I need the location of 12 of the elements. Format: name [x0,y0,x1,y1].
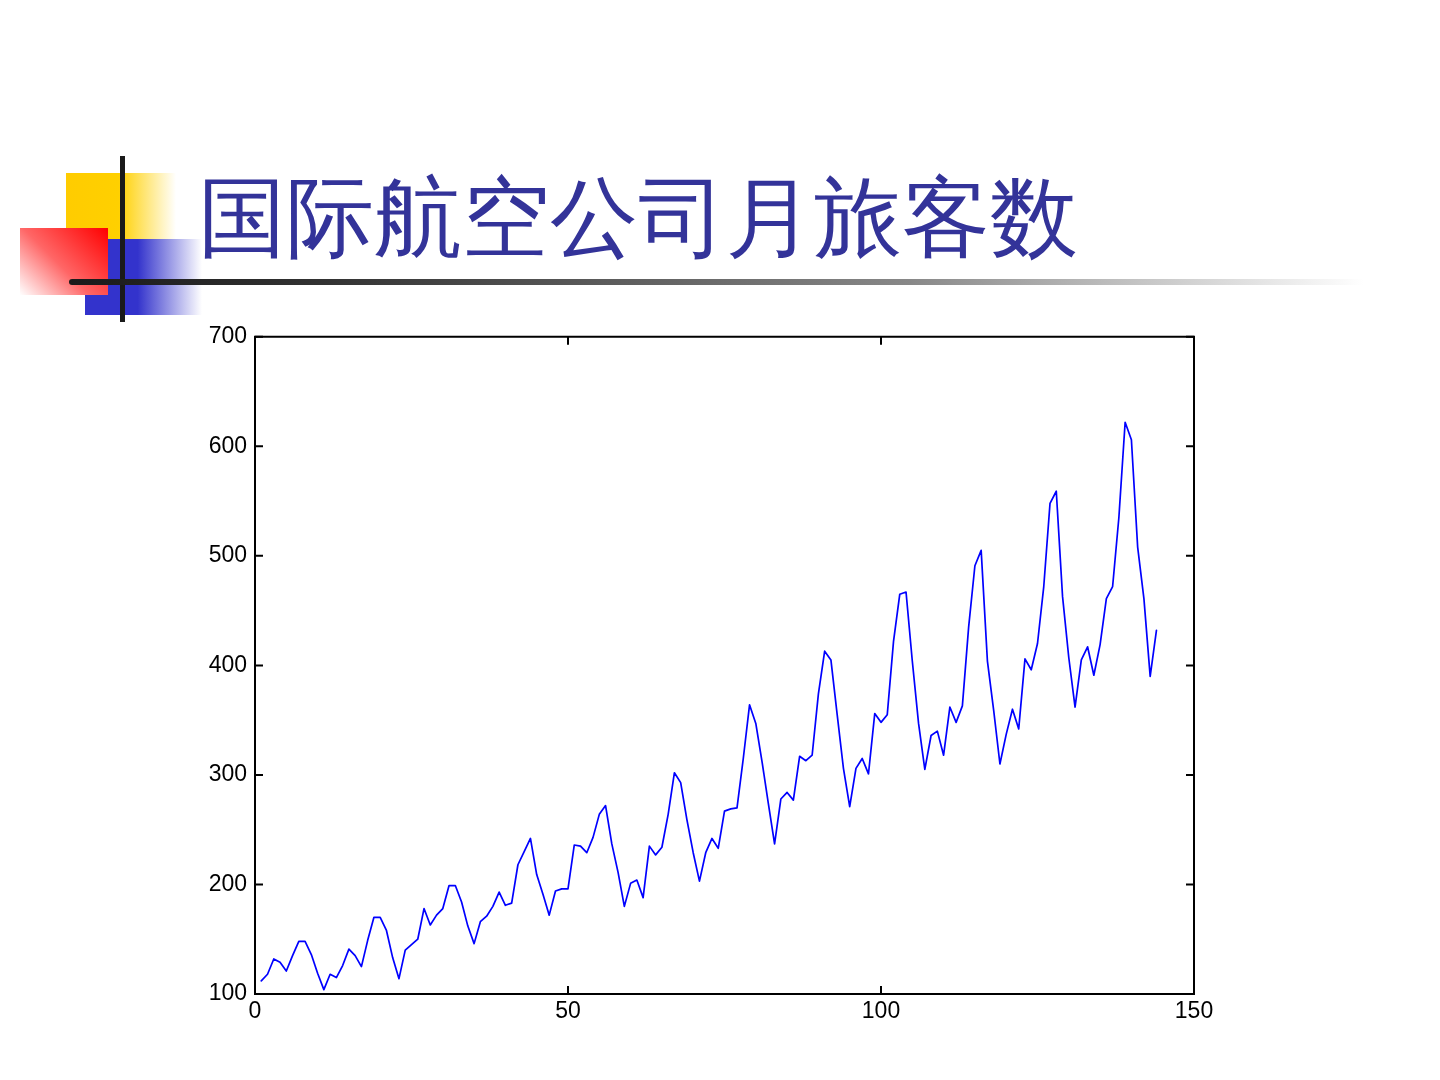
y-tick-label: 200 [208,869,247,896]
y-tick-label: 600 [208,431,247,458]
y-tick-label: 400 [208,650,247,677]
y-tick-label: 100 [208,979,247,1006]
x-tick-label: 50 [555,997,581,1024]
y-tick-label: 700 [208,322,247,349]
x-tick-label: 150 [1174,997,1214,1024]
y-tick-label: 300 [208,760,247,787]
y-tick-label: 500 [208,541,247,568]
chart-title: 国际航空公司月旅客数 [198,166,1078,269]
x-tick-label: 100 [861,997,901,1024]
x-tick-label: 0 [248,997,262,1024]
